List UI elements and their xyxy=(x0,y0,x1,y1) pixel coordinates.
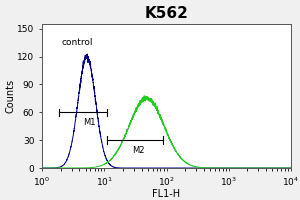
X-axis label: FL1-H: FL1-H xyxy=(152,189,181,199)
Title: K562: K562 xyxy=(145,6,188,21)
Y-axis label: Counts: Counts xyxy=(6,79,16,113)
Text: M2: M2 xyxy=(132,146,145,155)
Text: M1: M1 xyxy=(83,118,96,127)
Text: control: control xyxy=(62,38,93,47)
